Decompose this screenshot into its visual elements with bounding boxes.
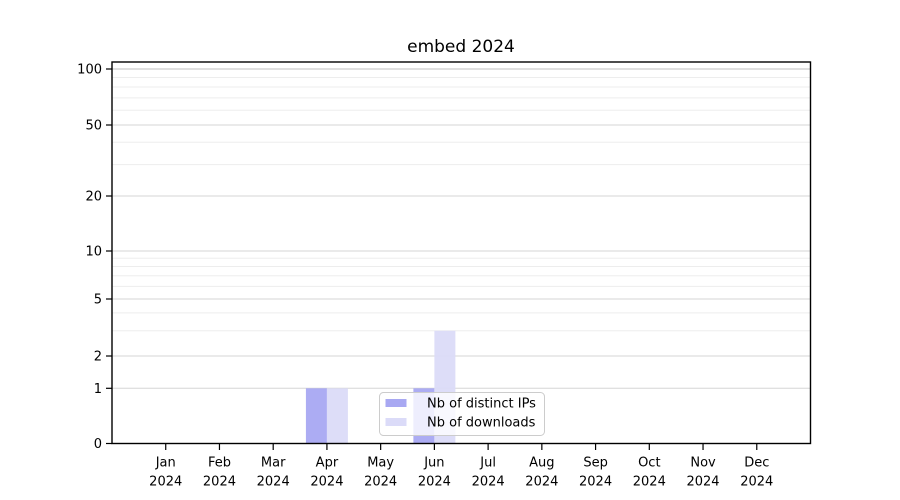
x-tick-label-month-apr: Apr [316,456,339,471]
x-tick-label-year-jun: 2024 [418,475,451,490]
x-tick-label-month-jul: Jul [479,456,496,471]
x-tick-label-month-jun: Jun [423,456,444,471]
x-tick-label-month-sep: Sep [583,456,608,471]
y-tick-label-2: 2 [94,350,102,365]
x-tick-label-year-sep: 2024 [579,475,612,490]
x-tick-label-year-aug: 2024 [525,475,558,490]
bar-apr-downloads [326,388,348,444]
bar-apr-distinct-ips [305,388,327,444]
y-tick-label-10: 10 [85,245,102,260]
x-tick-label-year-jul: 2024 [472,475,505,490]
axes-ticks-labels: 0 1 2 5 10 20 50 100 Jan 2024 Feb 2024 Mar 2024 Apr 202… [77,63,773,490]
y-tick-label-50: 50 [85,119,102,134]
y-tick-label-20: 20 [85,190,102,205]
legend-swatch-downloads [385,418,407,426]
x-tick-label-month-mar: Mar [261,456,286,471]
legend: Nb of distinct IPs Nb of downloads [379,392,545,436]
legend-label-downloads: Nb of downloads [427,416,536,431]
legend-box [379,392,545,436]
legend-swatch-distinct-ips [385,399,407,407]
gridlines [112,68,811,389]
x-tick-label-month-nov: Nov [690,456,716,471]
y-tick-label-100: 100 [77,63,102,78]
x-tick-label-month-oct: Oct [638,456,660,471]
legend-label-distinct-ips: Nb of distinct IPs [427,397,536,412]
x-tick-label-year-apr: 2024 [310,475,343,490]
plot-area-frame [111,61,812,445]
y-tick-label-5: 5 [94,293,102,308]
x-tick-label-year-mar: 2024 [257,475,290,490]
x-tick-label-year-nov: 2024 [686,475,719,490]
x-tick-label-month-feb: Feb [208,456,231,471]
x-tick-label-year-feb: 2024 [203,475,236,490]
y-tick-label-1: 1 [94,382,102,397]
x-tick-label-year-jan: 2024 [149,475,182,490]
x-tick-label-year-may: 2024 [364,475,397,490]
x-tick-label-month-may: May [367,456,394,471]
x-tick-label-month-aug: Aug [529,456,554,471]
x-tick-label-year-oct: 2024 [633,475,666,490]
x-tick-label-month-jan: Jan [155,456,176,471]
x-tick-label-month-dec: Dec [744,456,769,471]
y-tick-label-0: 0 [94,437,102,452]
chart-title: embed 2024 [407,37,515,57]
x-tick-label-year-dec: 2024 [740,475,773,490]
